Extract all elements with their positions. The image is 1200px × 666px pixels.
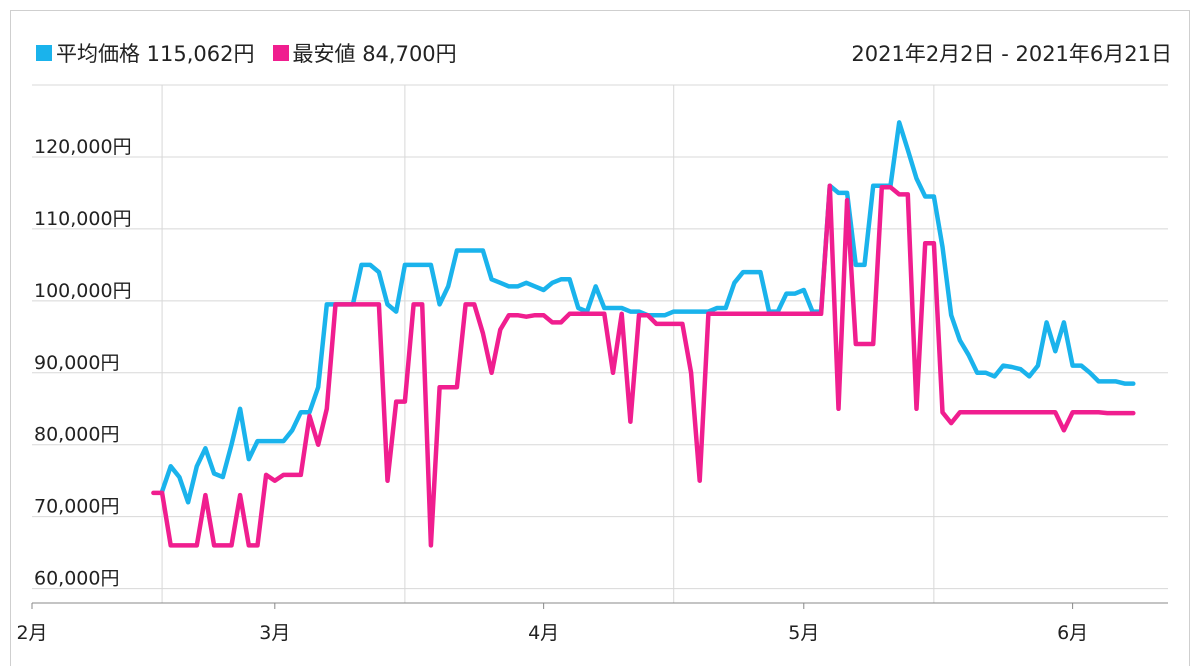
grid-lines <box>31 84 1168 609</box>
y-tick-label: 70,000円 <box>34 496 119 518</box>
legend-label-avg: 平均価格 115,062円 <box>56 42 255 66</box>
chart-header: 平均価格 115,062円 最安値 84,700円 2021年2月2日 - 20… <box>36 38 1172 68</box>
legend: 平均価格 115,062円 最安値 84,700円 <box>36 38 475 68</box>
y-tick-label: 120,000円 <box>34 136 132 158</box>
date-range: 2021年2月2日 - 2021年6月21日 <box>851 42 1172 66</box>
y-tick-label: 100,000円 <box>34 280 132 302</box>
legend-item-avg: 平均価格 115,062円 <box>36 38 255 68</box>
avg-swatch-icon <box>36 45 52 61</box>
legend-item-min: 最安値 84,700円 <box>272 38 457 68</box>
min-swatch-icon <box>272 45 289 61</box>
x-axis-tick-labels: 2月 3月 4月 5月 6月 <box>16 622 1088 644</box>
y-tick-label: 90,000円 <box>34 352 119 374</box>
chart-frame <box>10 10 1190 666</box>
x-tick-label: 5月 <box>788 622 819 644</box>
series-line-avg-price <box>159 120 1136 505</box>
series-line-min-price <box>151 183 1136 548</box>
x-tick-label: 3月 <box>259 622 290 644</box>
legend-label-min: 最安値 84,700円 <box>292 42 457 66</box>
y-tick-label: 110,000円 <box>34 208 132 230</box>
y-tick-label: 60,000円 <box>34 568 119 590</box>
series-group <box>151 120 1136 548</box>
x-tick-label: 6月 <box>1057 622 1088 644</box>
y-axis-tick-labels: 60,000円 70,000円 80,000円 90,000円 100,000円 110,… <box>34 136 132 590</box>
y-tick-label: 80,000円 <box>34 424 119 446</box>
x-tick-label: 2月 <box>16 622 47 644</box>
x-tick-label: 4月 <box>528 622 559 644</box>
